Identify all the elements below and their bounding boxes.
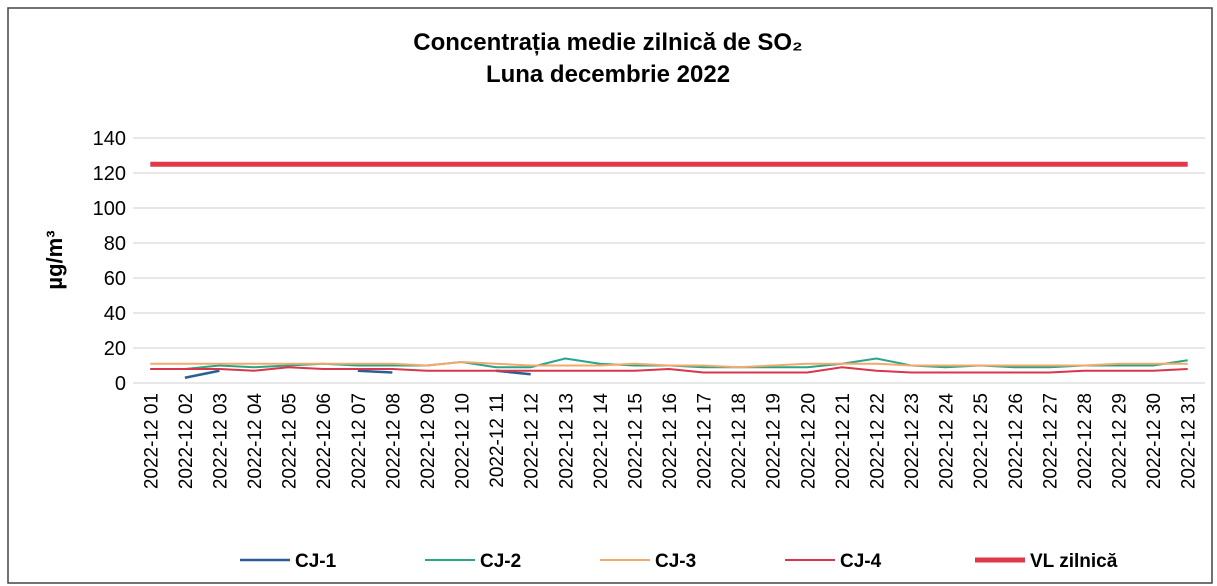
- x-tick-label: 2022-12 26: [1006, 393, 1027, 489]
- series-line: [150, 361, 1188, 369]
- x-tick-label: 2022-12 24: [937, 393, 958, 490]
- x-tick-label: 2022-12 15: [625, 393, 646, 489]
- x-tick-label: 2022-12 20: [798, 393, 819, 489]
- x-tick-label: 2022-12 07: [349, 393, 370, 489]
- y-tick-label: 60: [104, 268, 126, 290]
- y-tick-label: 80: [104, 233, 126, 255]
- x-tick-label: 2022-12 27: [1040, 393, 1061, 489]
- legend-label: VL zilnică: [1030, 551, 1118, 572]
- chart-subtitle: Luna decembrie 2022: [486, 61, 730, 88]
- y-tick-label: 40: [104, 303, 126, 325]
- legend-label: CJ-3: [655, 551, 696, 572]
- x-tick-label: 2022-12 31: [1179, 393, 1200, 489]
- series-line: [150, 366, 1188, 374]
- x-tick-label: 2022-12 23: [902, 393, 923, 489]
- y-tick-label: 140: [93, 128, 126, 150]
- x-tick-label: 2022-12 02: [176, 393, 197, 489]
- x-tick-label: 2022-12 01: [141, 393, 162, 489]
- chart-frame: [7, 7, 1213, 584]
- x-tick-label: 2022-12 09: [418, 393, 439, 489]
- x-tick-label: 2022-12 29: [1110, 393, 1131, 489]
- x-tick-label: 2022-12 03: [210, 393, 231, 489]
- x-tick-label: 2022-12 18: [729, 393, 750, 489]
- x-tick-label: 2022-12 14: [591, 393, 612, 490]
- x-tick-label: 2022-12 10: [453, 393, 474, 489]
- legend-label: CJ-2: [480, 551, 521, 572]
- chart-title: Concentrația medie zilnică de SO₂: [413, 29, 802, 56]
- y-axis-label: µg/m³: [42, 230, 67, 289]
- x-tick-label: 2022-12 12: [522, 393, 543, 489]
- y-tick-label: 20: [104, 338, 126, 360]
- y-tick-label: 100: [93, 198, 126, 220]
- x-tick-label: 2022-12 28: [1075, 393, 1096, 489]
- x-tick-label: 2022-12 21: [833, 393, 854, 489]
- x-tick-label: 2022-12 04: [245, 393, 266, 490]
- x-tick-label: 2022-12 11: [487, 393, 508, 488]
- legend-label: CJ-1: [295, 551, 337, 572]
- x-tick-label: 2022-12 06: [314, 393, 335, 489]
- x-tick-label: 2022-12 08: [383, 393, 404, 489]
- x-tick-label: 2022-12 05: [280, 393, 301, 489]
- x-tick-label: 2022-12 16: [660, 393, 681, 489]
- x-tick-label: 2022-12 17: [695, 393, 716, 489]
- x-tick-label: 2022-12 22: [867, 393, 888, 489]
- x-tick-label: 2022-12 19: [764, 393, 785, 489]
- y-tick-label: 0: [115, 373, 126, 395]
- x-tick-label: 2022-12 25: [971, 393, 992, 489]
- y-tick-label: 120: [93, 163, 126, 185]
- legend-label: CJ-4: [840, 551, 882, 572]
- x-tick-label: 2022-12 13: [556, 393, 577, 489]
- x-tick-label: 2022-12 30: [1144, 393, 1165, 489]
